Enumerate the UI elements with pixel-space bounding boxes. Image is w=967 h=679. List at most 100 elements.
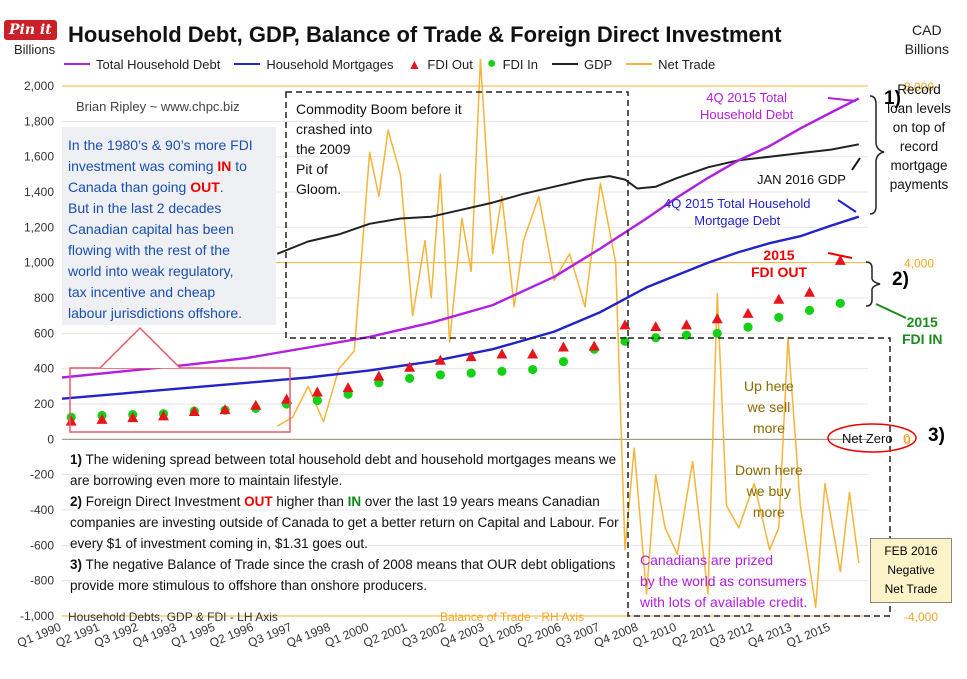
negative-trade-box [627, 337, 891, 617]
fdi-out-arrow [827, 252, 853, 259]
debt-annotation: 4Q 2015 Total Household Debt [700, 90, 794, 122]
legend-mortgages: Household Mortgages [234, 57, 394, 72]
fdi-in-point [712, 328, 722, 338]
brace-1 [869, 95, 885, 215]
total-debt-line [61, 97, 860, 379]
fdi-out-point [465, 351, 477, 362]
net-zero-label: Net Zero [842, 431, 893, 446]
fdi-out-point [804, 286, 816, 297]
left-tick-label: 1,600 [24, 150, 54, 164]
legend-net-trade: Net Trade [626, 57, 715, 72]
fdi-out-point [834, 254, 846, 265]
left-tick-label: 200 [34, 397, 54, 411]
fdi-out-point [711, 313, 723, 324]
fdi-out-point [650, 321, 662, 332]
fdi-out-point [742, 307, 754, 318]
fdi-out-point [250, 399, 262, 410]
left-tick-label: 1,200 [24, 220, 54, 234]
left-tick-label: 600 [34, 326, 54, 340]
fdi-in-point [435, 370, 445, 380]
left-tick-label: 0 [47, 432, 54, 446]
net-zero-value: 0 [903, 431, 911, 446]
fdi-out-point [404, 361, 416, 372]
fdi-out-point [557, 341, 569, 352]
legend-gdp: GDP [551, 57, 612, 72]
right-axis-unit: CAD Billions [904, 22, 949, 57]
fdi-in-point [804, 305, 815, 315]
fdi-out-point [219, 404, 231, 415]
fdi-out-point [342, 382, 354, 393]
sell-note: Up here we sell more [744, 378, 794, 436]
right-tick-label: 8,000 [904, 80, 934, 94]
fdi-out-point [588, 340, 600, 351]
fdi-in-point [497, 366, 507, 376]
fdi-in-annotation: 2015 FDI IN [902, 314, 943, 347]
commodity-boom-note: Commodity Boom before it crashed into the … [296, 101, 462, 197]
left-tick-label: 1,400 [24, 185, 54, 199]
fdi-in-point [466, 368, 476, 378]
fdi-in-point [835, 298, 845, 308]
gdp-line [276, 143, 859, 255]
fdi-in-point [774, 312, 784, 323]
fdi-out-point [373, 370, 385, 381]
gdp-arrow [851, 157, 861, 171]
right-tick-label: 4,000 [904, 257, 934, 271]
pin-it-button[interactable]: Pin it [4, 20, 57, 40]
fdi-in-point [312, 395, 322, 406]
record-note: Record loan levels on top of record mortgage… [887, 82, 951, 192]
right-tick-label: -4,000 [904, 610, 938, 624]
left-tick-label: 1,800 [24, 114, 54, 128]
fdi-out-point [773, 293, 785, 304]
mortgage-annotation: 4Q 2015 Total Household Mortgage Debt [664, 196, 811, 228]
callout-arrow [99, 326, 181, 369]
left-axis-unit: Billions [14, 42, 56, 57]
fdi-in-point [528, 364, 538, 375]
left-tick-label: -600 [30, 538, 54, 552]
net-trade-line [276, 58, 860, 608]
right-tick-label: 0 [904, 433, 911, 447]
feb-2016-box: FEB 2016 Negative Net Trade [870, 538, 952, 603]
fdi-out-point [65, 415, 77, 426]
fdi-out-point [619, 319, 631, 330]
fdi-in-point [651, 333, 661, 343]
fdi-out-point [96, 413, 108, 424]
marker-3: 3) [928, 425, 945, 446]
byline: Brian Ripley ~ www.chpc.biz [76, 99, 240, 114]
fdi-in-point [405, 373, 415, 383]
mortgages-line [61, 215, 860, 400]
x-tick-label: Q1 2015 [784, 620, 832, 650]
right-axis-label: Balance of Trade - RH Axis [440, 610, 584, 624]
marker-1: 1) [884, 88, 901, 109]
fdi-out-point [188, 405, 200, 416]
net-zero-ellipse [827, 423, 917, 453]
fdi-out-point [496, 348, 508, 359]
notes-block: 1) The widening spread between total hou… [70, 452, 619, 593]
mortgage-arrow [837, 199, 857, 213]
buy-note: Down here we buy more [735, 462, 803, 520]
brace-2 [865, 261, 881, 307]
left-tick-label: 2,000 [24, 79, 54, 93]
left-tick-label: 400 [34, 362, 54, 376]
legend-fdi-in: ● FDI In [486, 55, 538, 72]
left-tick-label: 800 [34, 291, 54, 305]
gdp-annotation: JAN 2016 GDP [757, 172, 846, 187]
fdi-in-point [558, 357, 569, 367]
fdi-out-point [311, 386, 323, 397]
commodity-boom-box [285, 91, 629, 339]
info-box: In the 1980’s & 90’s more FDI investment… [62, 127, 276, 325]
left-tick-label: -200 [30, 468, 54, 482]
prized-note: Canadians are prized by the world as cons… [640, 552, 808, 610]
fdi-in-point [743, 322, 753, 332]
chart-title: Household Debt, GDP, Balance of Trade & … [68, 22, 782, 47]
legend: Total Household Debt Household Mortgages… [64, 55, 715, 73]
fdi-out-point [680, 319, 692, 330]
left-tick-label: 1,000 [24, 256, 54, 270]
left-tick-label: -1,000 [20, 609, 54, 623]
fdi-out-annotation: 2015 FDI OUT [751, 247, 807, 280]
fdi-in-arrow [875, 303, 907, 319]
fdi-out-point [158, 410, 170, 421]
debt-arrow [827, 97, 857, 102]
left-axis-label: Household Debts, GDP & FDI - LH Axis [68, 610, 278, 624]
x-tick-label: Q1 2010 [630, 620, 678, 650]
